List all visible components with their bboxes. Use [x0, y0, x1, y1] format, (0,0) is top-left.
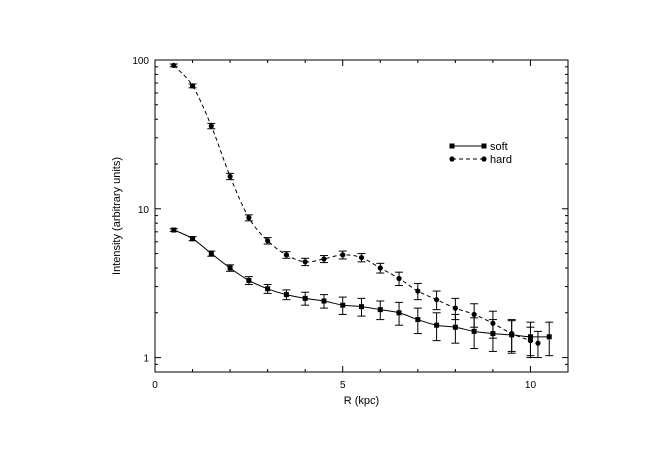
data-point-soft: [377, 307, 383, 313]
x-tick-label: 0: [152, 380, 158, 391]
y-axis-title: Intensity (arbitrary units): [111, 157, 123, 275]
data-point-soft: [321, 298, 327, 304]
data-point-hard: [452, 305, 458, 311]
y-tick-label: 10: [138, 205, 150, 216]
data-point-soft: [283, 292, 289, 298]
data-point-hard: [189, 83, 196, 89]
x-tick-label: 10: [525, 380, 537, 391]
data-point-hard: [302, 259, 308, 265]
data-point-soft: [208, 251, 214, 257]
x-axis-title: R (kpc): [344, 395, 379, 407]
data-point-soft: [452, 324, 458, 330]
data-point-soft: [302, 295, 308, 301]
data-point-hard: [509, 330, 515, 337]
data-point-hard: [535, 340, 541, 346]
legend-marker-soft: [449, 143, 455, 149]
data-point-hard: [283, 252, 290, 258]
data-point-soft: [546, 334, 552, 340]
legend-marker-hard: [449, 156, 455, 162]
data-point-soft: [471, 328, 477, 334]
data-point-soft: [190, 236, 196, 242]
series-line-hard: [173, 65, 539, 344]
data-point-hard: [527, 338, 534, 344]
data-point-hard: [377, 265, 383, 271]
legend-label-hard: hard: [490, 154, 512, 166]
data-point-hard: [227, 173, 233, 180]
legend-marker-hard: [481, 156, 487, 162]
data-point-hard: [415, 288, 421, 294]
data-point-hard: [396, 275, 402, 282]
data-point-hard: [358, 254, 365, 261]
data-point-hard: [471, 311, 477, 318]
data-point-soft: [340, 302, 346, 308]
data-point-soft: [265, 286, 271, 292]
legend-label-soft: soft: [490, 141, 508, 153]
data-point-soft: [359, 304, 364, 310]
data-point-hard: [208, 123, 214, 129]
data-point-hard: [265, 238, 271, 244]
legend-marker-soft: [481, 143, 487, 149]
y-tick-label: 100: [132, 56, 149, 67]
data-point-soft: [246, 277, 252, 283]
data-point-soft: [227, 265, 233, 271]
data-point-hard: [171, 62, 177, 68]
data-point-hard: [490, 320, 496, 326]
data-point-soft: [415, 317, 421, 323]
x-tick-label: 5: [340, 380, 346, 391]
data-point-soft: [171, 227, 177, 233]
y-tick-label: 1: [143, 354, 149, 365]
plot-frame: [154, 59, 569, 373]
data-point-hard: [246, 215, 252, 221]
data-point-soft: [396, 310, 402, 316]
data-point-hard: [321, 256, 327, 262]
data-point-hard: [433, 297, 440, 303]
data-point-soft: [434, 322, 440, 328]
data-point-hard: [340, 252, 346, 258]
